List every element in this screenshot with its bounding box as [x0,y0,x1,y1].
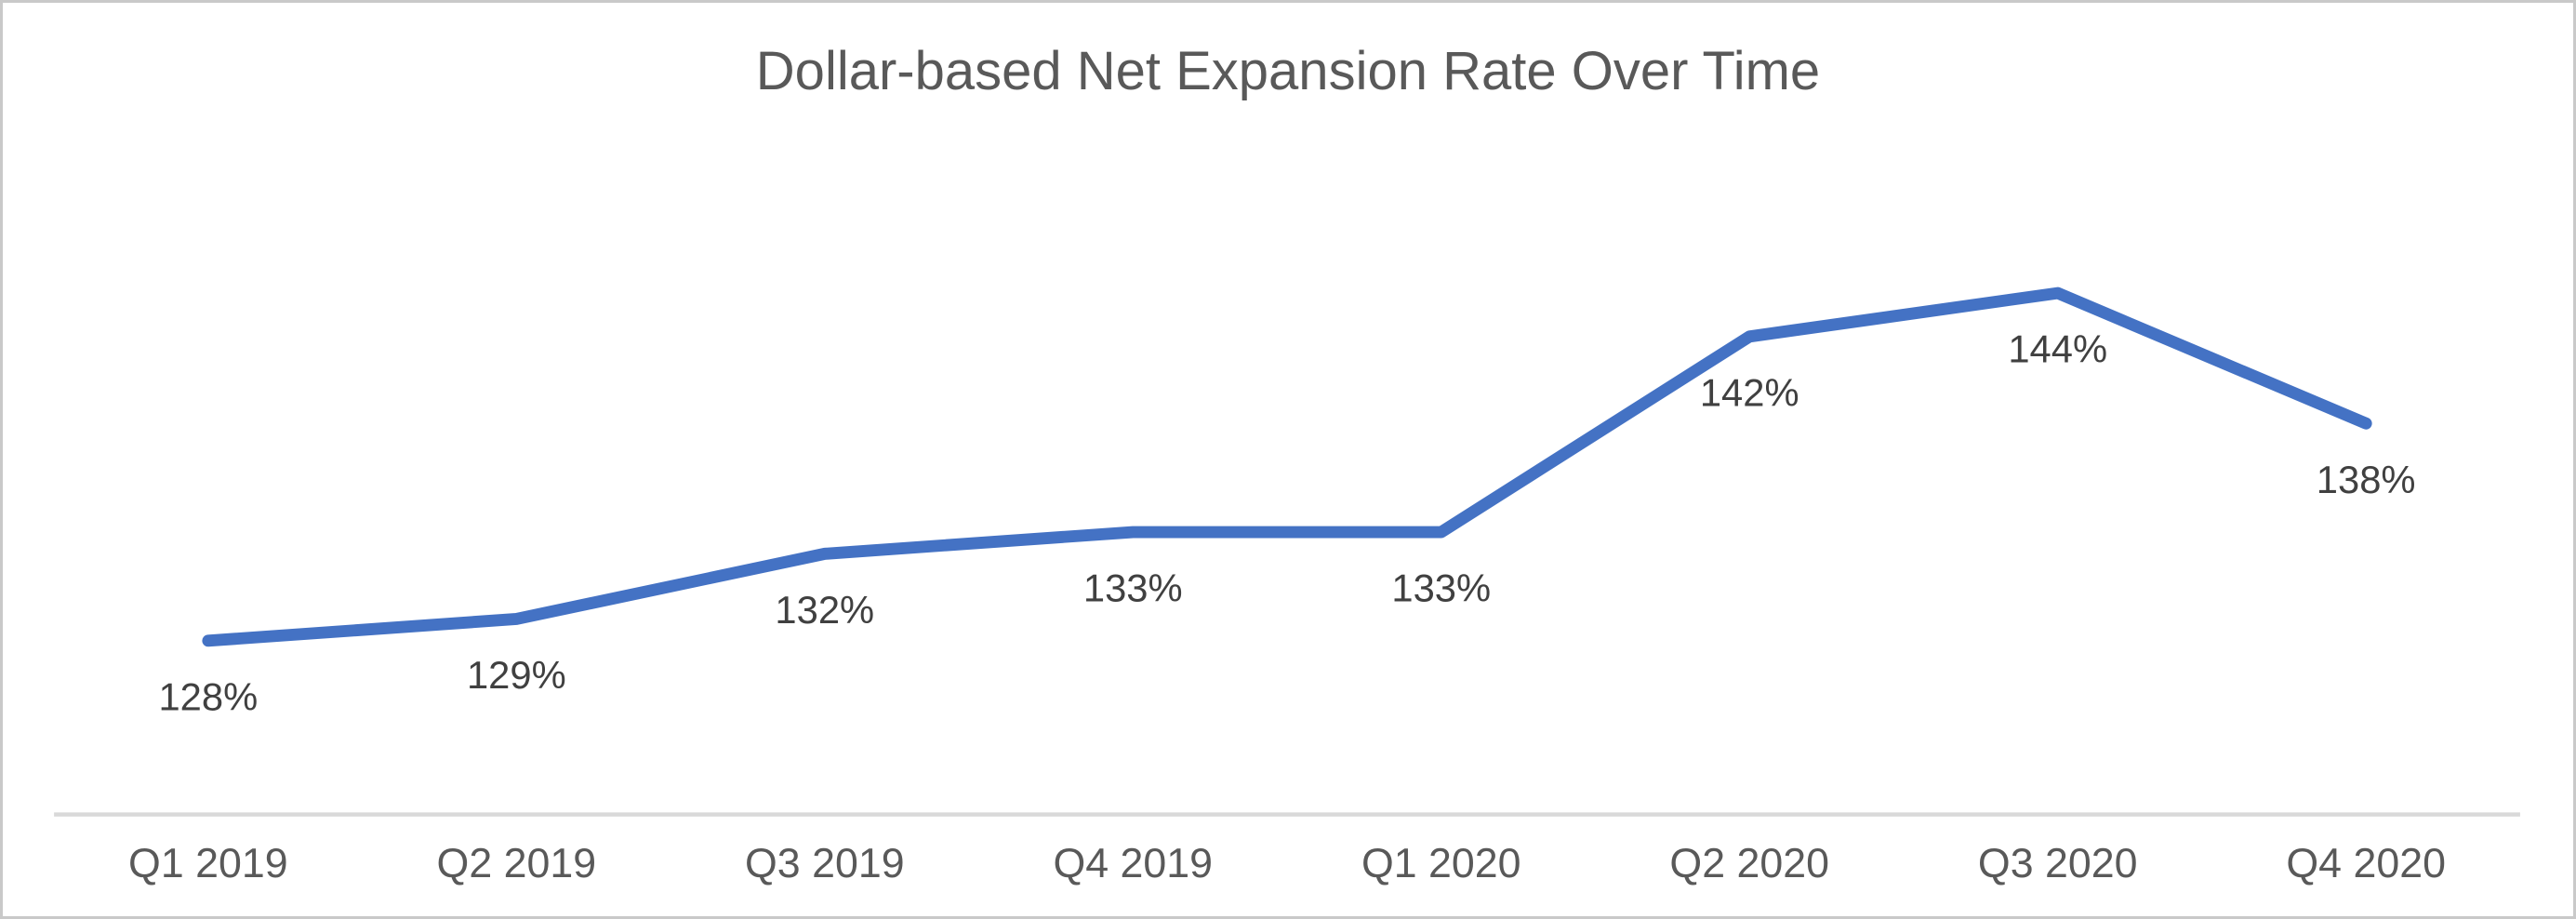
data-label: 144% [2008,327,2107,371]
x-axis-tick-label: Q4 2019 [1053,841,1213,886]
data-label: 133% [1391,566,1491,610]
chart-title: Dollar-based Net Expansion Rate Over Tim… [755,41,1821,101]
data-label: 129% [467,653,566,697]
data-label: 142% [1700,370,1799,414]
data-label: 133% [1083,566,1183,610]
x-axis-tick-label: Q3 2020 [1978,841,2138,886]
x-axis-tick-label: Q2 2019 [437,841,597,886]
x-axis-tick-label: Q2 2020 [1669,841,1829,886]
x-axis-tick-label: Q1 2020 [1361,841,1521,886]
x-axis-tick-label: Q1 2019 [128,841,288,886]
x-axis-tick-label: Q4 2020 [2286,841,2446,886]
data-label: 132% [775,588,874,632]
data-label: 128% [158,674,258,718]
data-label: 138% [2317,458,2416,501]
series-line [202,286,2372,647]
line-chart-plot-area: 128% 129% 132% 133% 133% 142% 144% 138% Q1 2019 Q… [54,286,2520,886]
x-axis-tick-label: Q3 2019 [745,841,905,886]
